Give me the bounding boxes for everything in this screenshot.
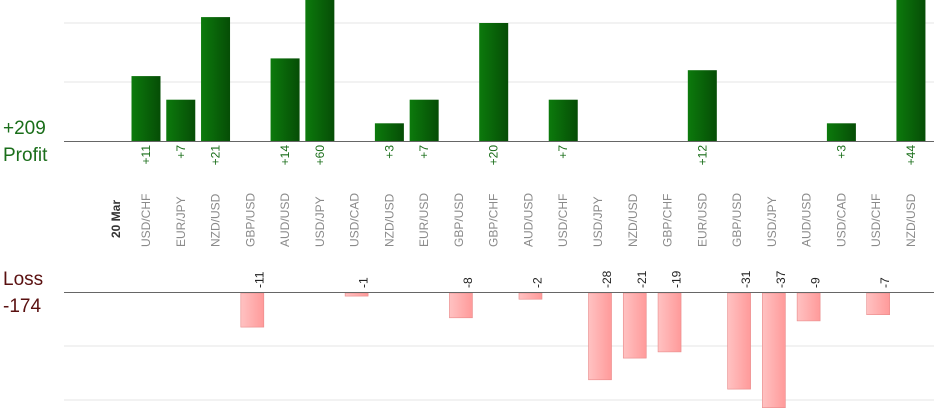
loss-data-label: -37	[774, 270, 788, 288]
profit-total: +209	[3, 118, 46, 139]
category-label: GBP/USD	[452, 193, 466, 247]
profit-label: Profit	[3, 145, 48, 166]
profit-data-label: +3	[382, 145, 396, 159]
profit-bar	[687, 70, 717, 141]
profit-data-label: +11	[139, 145, 153, 165]
loss-bar	[344, 292, 369, 297]
profit-bars	[131, 0, 926, 142]
category-label: GBP/USD	[243, 193, 257, 247]
loss-data-label: -11	[252, 271, 266, 288]
profit-data-label: +14	[278, 145, 292, 166]
category-label: GBP/CHF	[661, 194, 675, 247]
category-label: GBP/CHF	[487, 194, 501, 247]
loss-bar	[588, 292, 612, 381]
profit-data-label: +7	[556, 145, 570, 159]
category-label: USD/JPY	[591, 196, 605, 247]
loss-bar	[866, 292, 890, 316]
profit-data-label: +20	[487, 145, 501, 166]
profit-bar	[548, 99, 578, 141]
loss-bar	[518, 292, 543, 300]
profit-data-label: +7	[417, 145, 431, 159]
loss-data-label: -21	[635, 270, 649, 288]
profit-data-label: +12	[695, 145, 709, 166]
category-label: AUD/USD	[521, 193, 535, 247]
loss-bar	[622, 292, 647, 359]
loss-data-label: -8	[461, 277, 475, 288]
profit-bar	[479, 23, 509, 141]
profit-data-label: +44	[904, 145, 918, 166]
loss-bar	[657, 292, 682, 353]
category-label: NZD/USD	[904, 193, 918, 247]
category-label: USD/CAD	[834, 193, 848, 247]
category-label: EUR/USD	[695, 193, 709, 247]
loss-data-label: -2	[530, 277, 544, 288]
category-label: EUR/USD	[417, 193, 431, 247]
loss-bar	[796, 292, 821, 322]
profit-data-label: +21	[209, 145, 223, 166]
loss-data-label: -31	[739, 270, 753, 288]
profit-bar	[409, 99, 439, 141]
profit-bar	[374, 123, 404, 141]
category-label: USD/CHF	[869, 194, 883, 247]
loss-data-label: -1	[357, 277, 371, 288]
loss-data-label: -7	[878, 277, 892, 288]
loss-data-label: -19	[670, 270, 684, 288]
loss-bar	[762, 292, 786, 408]
loss-label: Loss	[3, 269, 44, 290]
profit-data-label: +3	[834, 145, 848, 159]
category-label: AUD/USD	[800, 193, 814, 247]
profit-bar	[166, 99, 196, 141]
profit-data-label: +7	[174, 145, 188, 159]
category-label: NZD/USD	[382, 193, 396, 247]
category-label: NZD/USD	[626, 193, 640, 247]
category-label: AUD/USD	[278, 193, 292, 247]
profit-bar	[896, 0, 926, 141]
profit-bar	[201, 17, 231, 142]
category-label: NZD/USD	[209, 193, 223, 247]
date-label: 20 Mar	[109, 200, 123, 238]
loss-data-label: -28	[600, 270, 614, 288]
category-label: USD/CHF	[139, 194, 153, 247]
profit-bar	[305, 0, 335, 141]
category-label: USD/CAD	[348, 193, 362, 247]
profit-data-label: +60	[313, 145, 327, 166]
category-label: USD/JPY	[765, 196, 779, 247]
loss-bar	[727, 292, 751, 390]
category-label: GBP/USD	[730, 193, 744, 247]
loss-bar	[449, 292, 473, 319]
loss-data-labels: -11 -1 -8 -2 -28 -21 -19 -31 -37 -9 -7	[252, 270, 892, 288]
category-labels: USD/CHF EUR/JPY NZD/USD GBP/USD AUD/USD USD/J…	[139, 193, 918, 247]
loss-data-label: -9	[809, 277, 823, 288]
profit-bar	[131, 76, 161, 141]
profit-bar	[826, 123, 856, 141]
category-label: USD/JPY	[313, 196, 327, 247]
loss-bar	[240, 292, 265, 328]
loss-total: -174	[3, 296, 42, 317]
category-label: USD/CHF	[556, 194, 570, 247]
loss-bars	[240, 292, 890, 408]
profit-bar	[270, 58, 300, 141]
category-label: EUR/JPY	[174, 196, 188, 247]
profit-data-labels: +11 +7 +21 +14 +60 +3 +7 +20 +7 +12 +3 +44	[139, 145, 918, 166]
